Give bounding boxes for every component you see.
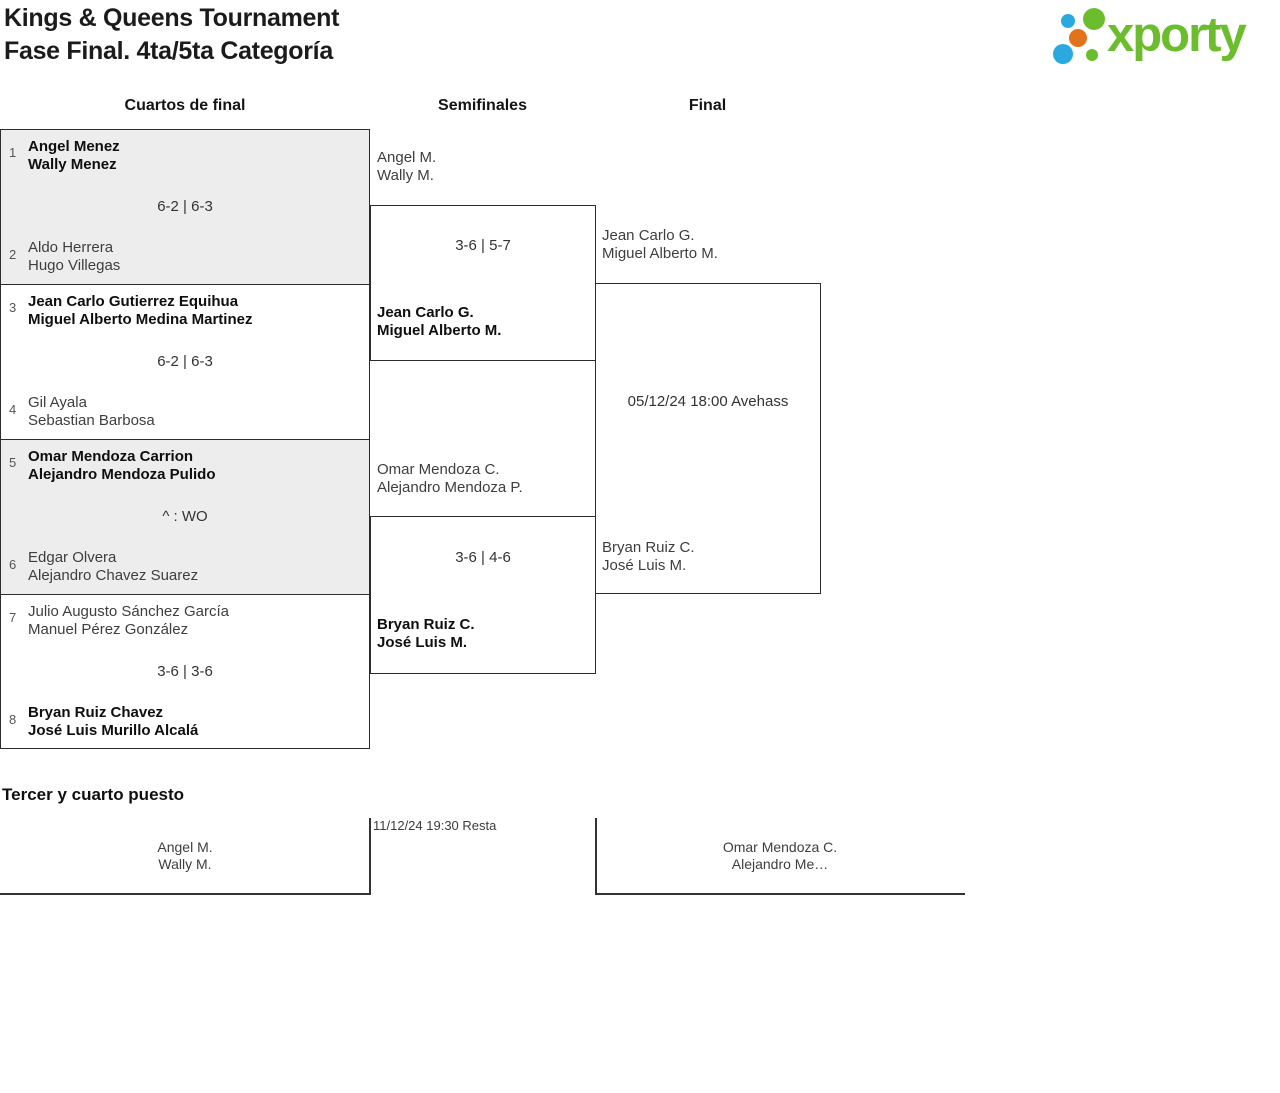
tournament-title: Kings & Queens Tournament: [4, 4, 340, 32]
page-header: Kings & Queens Tournament Fase Final. 4t…: [4, 2, 339, 68]
semifinal-1-score: 3-6 | 5-7: [455, 237, 511, 254]
team-player-2: Manuel Pérez González: [28, 621, 189, 638]
team-player-1: Jean Carlo G.: [602, 227, 695, 244]
logo-dot-orange-icon: [1069, 29, 1087, 47]
team-player-2: Alejandro Mendoza P.: [377, 479, 523, 496]
match-semifinal-2[interactable]: [370, 516, 596, 674]
team-player-1: Aldo Herrera: [28, 239, 114, 256]
round-header-semifinals: Semifinales: [438, 97, 527, 114]
team-player-1: Angel M.: [377, 149, 437, 166]
third-place-line-left: [0, 893, 371, 895]
team-name: Edgar Olvera Alejandro Chavez Suarez: [28, 549, 198, 585]
team-player-1: Omar Mendoza Carrion: [28, 448, 194, 465]
seed-number: 6: [9, 557, 17, 572]
semifinal-2-entrant-top: Omar Mendoza C. Alejandro Mendoza P.: [377, 461, 523, 497]
match-final[interactable]: [595, 283, 821, 594]
team-name: Jean Carlo Gutierrez Equihua Miguel Albe…: [28, 293, 252, 329]
logo-dot-green-large-icon: [1083, 8, 1105, 30]
team-player-2: Hugo Villegas: [28, 257, 121, 274]
third-place-heading: Tercer y cuarto puesto: [2, 785, 185, 804]
logo-dot-blue-small-icon: [1061, 14, 1075, 28]
seed-number: 7: [9, 610, 17, 625]
semifinal-1-entrant-top: Angel M. Wally M.: [377, 149, 436, 185]
team-player-2: José Luis Murillo Alcalá: [28, 722, 199, 739]
seed-number: 3: [9, 300, 17, 315]
team-player-1: Bryan Ruiz Chavez: [28, 704, 164, 721]
third-place-schedule: 11/12/24 19:30 Resta: [373, 818, 497, 833]
team-player-2: Sebastian Barbosa: [28, 412, 155, 429]
team-name: Aldo Herrera Hugo Villegas: [28, 239, 120, 275]
team-name: Gil Ayala Sebastian Barbosa: [28, 394, 155, 430]
final-entrant-bottom: Bryan Ruiz C. José Luis M.: [602, 539, 695, 575]
logo-dot-green-small-icon: [1086, 49, 1098, 61]
third-place-line-right: [595, 893, 965, 895]
team-player-1: Angel M.: [157, 839, 213, 855]
final-entrant-top: Jean Carlo G. Miguel Alberto M.: [602, 227, 718, 263]
seed-number: 5: [9, 455, 17, 470]
seed-number: 2: [9, 247, 17, 262]
team-player-2: Miguel Alberto M.: [602, 245, 718, 262]
match-score: 6-2 | 6-3: [157, 198, 213, 215]
match-quarterfinal-1[interactable]: 1 Angel Menez Wally Menez 6-2 | 6-3 2 Al…: [1, 130, 369, 284]
round-header-final: Final: [688, 97, 727, 114]
seed-number: 4: [9, 402, 17, 417]
semifinal-2-score: 3-6 | 4-6: [455, 549, 511, 566]
seed-number: 8: [9, 712, 17, 727]
match-score: 6-2 | 6-3: [157, 353, 213, 370]
logo-text: xporty: [1107, 8, 1247, 62]
tournament-subtitle: Fase Final. 4ta/5ta Categoría: [4, 37, 333, 65]
team-player-1: Edgar Olvera: [28, 549, 117, 566]
team-player-2: Miguel Alberto Medina Martinez: [28, 311, 253, 328]
team-player-1: Omar Mendoza C.: [377, 461, 500, 478]
team-player-1: Bryan Ruiz C.: [602, 539, 695, 556]
team-player-2: Wally M.: [377, 167, 434, 184]
team-name: Julio Augusto Sánchez García Manuel Pére…: [28, 603, 229, 639]
third-place-connector-right: [595, 818, 597, 895]
semifinal-2-winner: Bryan Ruiz C. José Luis M.: [377, 616, 475, 652]
team-player-1: Gil Ayala: [28, 394, 87, 411]
team-player-2: Wally Menez: [28, 156, 117, 173]
team-player-2: José Luis M.: [602, 557, 687, 574]
quarterfinals-column: 1 Angel Menez Wally Menez 6-2 | 6-3 2 Al…: [0, 129, 370, 749]
team-player-2: Miguel Alberto M.: [377, 322, 502, 339]
seed-number: 1: [9, 145, 17, 160]
team-player-2: Alejandro Me…: [731, 856, 829, 872]
team-player-2: José Luis M.: [377, 634, 468, 651]
team-player-1: Jean Carlo G.: [377, 304, 474, 321]
team-player-1: Angel Menez: [28, 138, 120, 155]
team-name: Angel Menez Wally Menez: [28, 138, 120, 174]
match-score: ^ : WO: [162, 508, 208, 525]
final-schedule: 05/12/24 18:00 Avehass: [627, 393, 789, 410]
team-name: Bryan Ruiz Chavez José Luis Murillo Alca…: [28, 704, 198, 740]
team-player-2: Alejandro Mendoza Pulido: [28, 466, 216, 483]
third-place-connector-left: [369, 818, 371, 895]
third-place-team-right: Omar Mendoza C. Alejandro Me…: [595, 839, 965, 873]
third-place-team-left: Angel M. Wally M.: [0, 839, 370, 873]
match-score: 3-6 | 3-6: [157, 663, 213, 680]
semifinal-1-winner: Jean Carlo G. Miguel Alberto M.: [377, 304, 501, 340]
team-player-2: Alejandro Chavez Suarez: [28, 567, 199, 584]
team-player-2: Wally M.: [158, 856, 212, 872]
logo-dot-blue-large-icon: [1053, 44, 1073, 64]
match-quarterfinal-3[interactable]: 5 Omar Mendoza Carrion Alejandro Mendoza…: [1, 439, 369, 594]
match-quarterfinal-2[interactable]: 3 Jean Carlo Gutierrez Equihua Miguel Al…: [1, 284, 369, 439]
team-player-1: Jean Carlo Gutierrez Equihua: [28, 293, 239, 310]
round-header-quarterfinals: Cuartos de final: [124, 97, 246, 114]
logo-mark-icon: [1050, 4, 1106, 74]
team-player-1: Bryan Ruiz C.: [377, 616, 475, 633]
match-quarterfinal-4[interactable]: 7 Julio Augusto Sánchez García Manuel Pé…: [1, 594, 369, 748]
xporty-logo[interactable]: xporty: [1050, 4, 1278, 74]
team-player-1: Julio Augusto Sánchez García: [28, 603, 229, 620]
team-player-1: Omar Mendoza C.: [722, 839, 838, 855]
team-name: Omar Mendoza Carrion Alejandro Mendoza P…: [28, 448, 216, 484]
